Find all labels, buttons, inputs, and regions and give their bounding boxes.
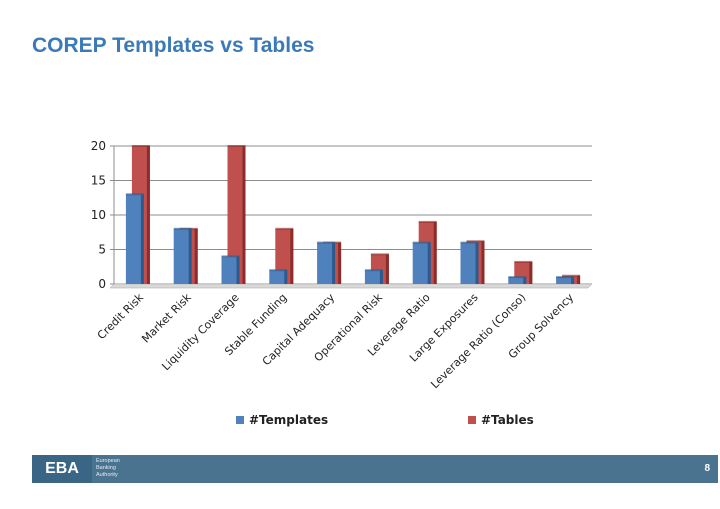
bar-templates-top	[221, 255, 240, 258]
legend-swatch-templates	[236, 416, 244, 424]
bar-tables-top	[514, 260, 533, 263]
bar-tables-side	[194, 228, 198, 284]
bar-templates	[173, 228, 192, 284]
y-axis-ticks: 0 5 10 15 20	[91, 139, 106, 291]
bar-templates	[508, 277, 527, 284]
bar-tables-side	[146, 146, 150, 284]
x-tick-label: Leverage Ratio (Conso)	[428, 291, 528, 391]
bar-templates	[125, 194, 144, 284]
bar-tables-top	[275, 227, 294, 230]
bar-templates-top	[460, 241, 479, 244]
bar-templates-top	[364, 269, 383, 272]
chart-bars	[125, 145, 581, 284]
eba-subtext-line: European	[96, 458, 120, 464]
bar-templates-side	[284, 270, 288, 284]
bar-tables-side	[385, 254, 389, 284]
bar-templates-top	[556, 276, 575, 279]
legend-item-tables: #Tables	[468, 413, 534, 427]
bar-tables-top	[466, 240, 485, 243]
bar-templates-side	[379, 270, 383, 284]
bar-templates-side	[523, 277, 527, 284]
slide-title: COREP Templates vs Tables	[32, 34, 315, 57]
chart-floor	[109, 283, 593, 289]
y-tick-label: 0	[98, 277, 106, 291]
bar-tables-side	[338, 242, 342, 284]
bar-tables-side	[529, 261, 533, 284]
bar-tables-side	[481, 241, 485, 284]
footer-bar: EBA European Banking Authority 8	[32, 455, 718, 483]
bar-tables-top	[562, 274, 581, 277]
bar-templates-side	[427, 242, 431, 284]
bar-templates-side	[188, 228, 192, 284]
bar-tables	[227, 146, 246, 284]
bar-templates	[317, 242, 336, 284]
bar-tables-side	[290, 228, 294, 284]
chart-grid	[109, 145, 593, 289]
bar-templates	[221, 256, 240, 284]
x-tick-label: Credit Risk	[95, 290, 147, 342]
legend-swatch-tables	[468, 416, 476, 424]
y-tick-label: 15	[91, 174, 106, 188]
bar-templates-top	[508, 276, 527, 279]
bar-templates	[556, 277, 575, 284]
bar-tables-side	[577, 275, 581, 284]
bar-tables-top	[370, 253, 389, 256]
legend-label-tables: #Tables	[481, 413, 534, 427]
bar-templates	[460, 242, 479, 284]
bar-templates	[269, 270, 288, 284]
bar-tables-side	[433, 221, 437, 284]
bar-templates-side	[332, 242, 336, 284]
bar-tables-side	[242, 146, 246, 284]
bar-templates-side	[475, 242, 479, 284]
y-tick-label: 10	[91, 208, 106, 222]
page-number: 8	[704, 463, 710, 474]
bar-templates-top	[317, 241, 336, 244]
bar-templates-top	[125, 193, 144, 196]
bar-tables-top	[131, 145, 150, 147]
bar-templates-side	[236, 256, 240, 284]
bar-templates	[412, 242, 431, 284]
legend-label-templates: #Templates	[249, 413, 329, 427]
bar-templates-top	[412, 241, 431, 244]
bar-tables-top	[227, 145, 246, 147]
bar-tables-top	[418, 220, 437, 223]
legend-item-templates: #Templates	[236, 413, 328, 427]
bar-templates-side	[140, 194, 144, 284]
bar-templates-top	[269, 269, 288, 272]
eba-subtext-line: Authority	[96, 472, 118, 478]
eba-logo: EBA	[32, 455, 92, 483]
eba-subtext-line: Banking	[96, 465, 116, 471]
y-tick-label: 5	[98, 243, 106, 257]
y-tick-label: 20	[91, 139, 106, 153]
eba-logo-subtext: European Banking Authority	[96, 458, 120, 479]
bar-templates-top	[173, 227, 192, 230]
bar-templates	[364, 270, 383, 284]
bar-templates-side	[571, 277, 575, 284]
